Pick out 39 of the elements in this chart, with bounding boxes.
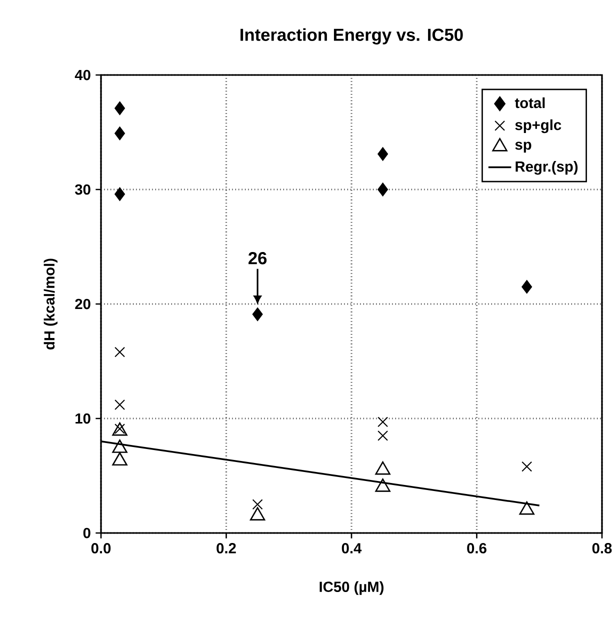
y-tick-label: 40 [74, 70, 90, 80]
x-tick-label: 0.2 [216, 543, 236, 554]
legend-label: total [514, 97, 545, 108]
point [112, 422, 128, 436]
point [375, 461, 390, 475]
point [522, 461, 532, 472]
point [114, 126, 126, 140]
y-tick-label: 10 [76, 413, 90, 424]
point [252, 307, 263, 322]
x-tick-label: 0.8 [592, 543, 612, 554]
point [112, 440, 128, 453]
point [114, 346, 126, 358]
point [114, 101, 126, 116]
point [252, 499, 263, 510]
annotation: 26 [248, 252, 267, 264]
legend-label: Regr.(sp) [516, 160, 578, 175]
point [250, 507, 266, 520]
point [375, 478, 390, 492]
chart-title: Interaction Energy vs. IC50 [240, 28, 463, 44]
point [378, 430, 388, 441]
y-axis-title: dH (kcal/mol) [44, 258, 58, 350]
legend-label: sp [515, 142, 532, 153]
point [519, 501, 534, 515]
x-axis-title: IC50 (µM) [320, 581, 384, 595]
x-tick-label: 0.6 [467, 543, 486, 554]
y-tick-label: 30 [74, 184, 90, 195]
legend-label: sp+glc [515, 119, 562, 134]
point [378, 147, 388, 161]
point [114, 424, 126, 434]
point [114, 400, 126, 410]
point [522, 280, 532, 294]
y-tick-label: 20 [75, 298, 90, 310]
point [114, 187, 126, 202]
point [378, 182, 388, 196]
x-tick-label: 0.4 [342, 543, 362, 554]
x-tick-label: 0.0 [91, 543, 111, 554]
point [112, 452, 128, 466]
y-tick-label: 0 [83, 528, 90, 538]
point [378, 416, 388, 428]
